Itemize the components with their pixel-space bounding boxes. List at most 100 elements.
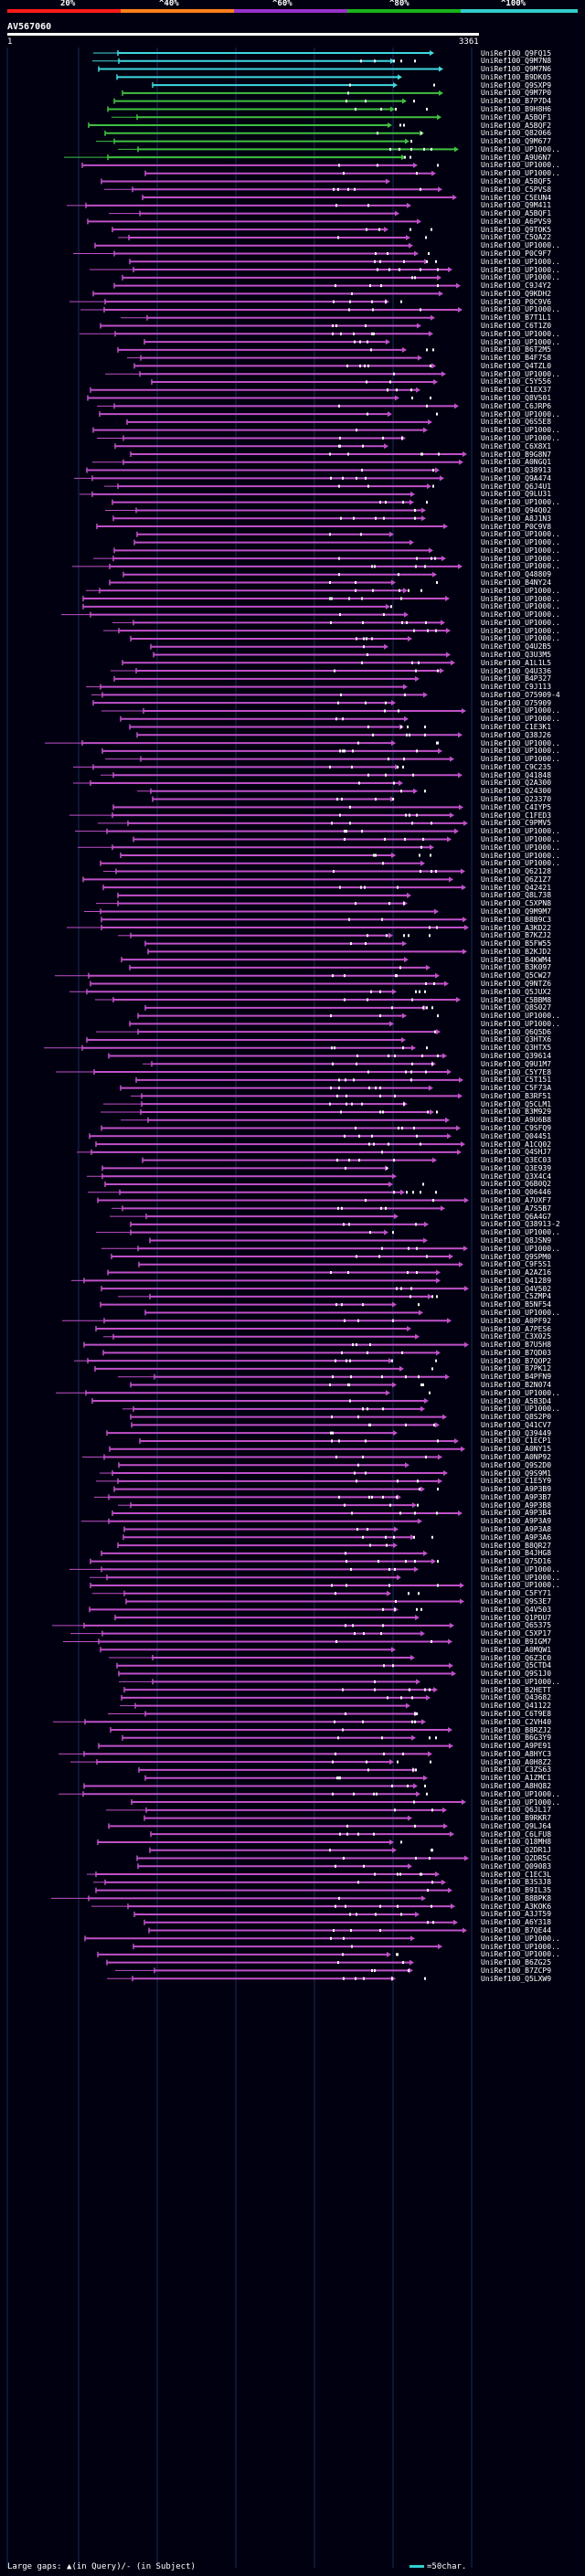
hit-label[interactable]: UniRef100_C5XPN8: [481, 899, 552, 908]
hit-label[interactable]: UniRef100_UP1000..: [481, 329, 560, 338]
hit-label[interactable]: UniRef100_C5F73A: [481, 1084, 552, 1093]
hit-label[interactable]: UniRef100_Q2A300: [481, 779, 552, 788]
hit-label[interactable]: UniRef100_Q9M7P0: [481, 89, 552, 98]
hit-label[interactable]: UniRef100_B8RZJ2: [481, 1725, 552, 1734]
hit-label[interactable]: UniRef100_UP1000..: [481, 1677, 560, 1686]
hit-label[interactable]: UniRef100_C1EC3L: [481, 1870, 552, 1879]
hit-label[interactable]: UniRef100_UP1000..: [481, 610, 560, 620]
hit-label[interactable]: UniRef100_UP1000..: [481, 1581, 560, 1590]
hit-label[interactable]: UniRef100_UP1000..: [481, 144, 560, 154]
hit-label[interactable]: UniRef100_UP1000..: [481, 1244, 560, 1253]
hit-label[interactable]: UniRef100_Q18MH8: [481, 1838, 552, 1847]
hit-label[interactable]: UniRef100_B7P7D4: [481, 97, 552, 106]
hit-label[interactable]: UniRef100_C4IYP5: [481, 802, 552, 811]
hit-label[interactable]: UniRef100_A5BQF2: [481, 121, 552, 130]
hit-label[interactable]: UniRef100_A0NGQ1: [481, 458, 552, 467]
hit-label[interactable]: UniRef100_Q41289: [481, 1276, 552, 1285]
hit-label[interactable]: UniRef100_Q9FQ15: [481, 48, 552, 58]
hit-label[interactable]: UniRef100_B8BPK8: [481, 1893, 552, 1903]
hit-label[interactable]: UniRef100_C9F5S1: [481, 1260, 552, 1269]
hit-label[interactable]: UniRef100_Q9S2D0: [481, 1460, 552, 1469]
hit-label[interactable]: UniRef100_Q39614: [481, 1052, 552, 1060]
hit-label[interactable]: UniRef100_UP1000..: [481, 161, 560, 170]
hit-label[interactable]: UniRef100_Q9KDH2: [481, 289, 552, 298]
hit-label[interactable]: UniRef100_UP1000..: [481, 1789, 560, 1798]
hit-label[interactable]: UniRef100_Q6Q5D6: [481, 1027, 552, 1036]
hit-label[interactable]: UniRef100_B4KWM4: [481, 955, 552, 964]
hit-label[interactable]: UniRef100_C6X8X1: [481, 441, 552, 451]
hit-label[interactable]: UniRef100_UP1000..: [481, 859, 560, 868]
hit-label[interactable]: UniRef100_UP1000..: [481, 538, 560, 547]
hit-label[interactable]: UniRef100_C5T151: [481, 1076, 552, 1085]
hit-label[interactable]: UniRef100_P0C9F7: [481, 249, 552, 258]
hit-label[interactable]: UniRef100_C5ZMP4: [481, 1292, 552, 1301]
hit-label[interactable]: UniRef100_Q43682: [481, 1693, 552, 1702]
hit-label[interactable]: UniRef100_Q1PDU7: [481, 1613, 552, 1622]
hit-label[interactable]: UniRef100_C3ZS63: [481, 1765, 552, 1775]
hit-label[interactable]: UniRef100_A9U6N7: [481, 153, 552, 162]
hit-label[interactable]: UniRef100_Q23370: [481, 795, 552, 804]
hit-label[interactable]: UniRef100_A7UXF7: [481, 1196, 552, 1205]
hit-label[interactable]: UniRef100_B8B9C3: [481, 915, 552, 924]
hit-label[interactable]: UniRef100_UP1000..: [481, 618, 560, 627]
hit-label[interactable]: UniRef100_B9RKR7: [481, 1814, 552, 1823]
hit-label[interactable]: UniRef100_A9P3A8: [481, 1525, 552, 1534]
hit-label[interactable]: UniRef100_B7KZJ2: [481, 931, 552, 940]
hit-label[interactable]: UniRef100_B3K097: [481, 963, 552, 972]
hit-label[interactable]: UniRef100_UP1000..: [481, 305, 560, 314]
hit-label[interactable]: UniRef100_Q4U2B5: [481, 642, 552, 652]
hit-label[interactable]: UniRef100_C5BBM8: [481, 995, 552, 1004]
hit-label[interactable]: UniRef100_Q9M7N6: [481, 65, 552, 74]
hit-label[interactable]: UniRef100_B2KJD2: [481, 947, 552, 956]
hit-label[interactable]: UniRef100_B3M929: [481, 1108, 552, 1117]
hit-label[interactable]: UniRef100_Q5LXW9: [481, 1974, 552, 1983]
hit-label[interactable]: UniRef100_A9P3B7: [481, 1492, 552, 1501]
hit-label[interactable]: UniRef100_Q8V501: [481, 394, 552, 403]
hit-label[interactable]: UniRef100_B2HETT: [481, 1685, 552, 1694]
hit-label[interactable]: UniRef100_Q4SHJ7: [481, 1148, 552, 1157]
hit-label[interactable]: UniRef100_Q9SXP9: [481, 80, 552, 90]
hit-label[interactable]: UniRef100_B5NF54: [481, 1300, 552, 1309]
hit-label[interactable]: UniRef100_Q9M9M7: [481, 906, 552, 916]
hit-label[interactable]: UniRef100_A9P3A6: [481, 1532, 552, 1542]
hit-label[interactable]: UniRef100_Q6A4G7: [481, 1212, 552, 1221]
hit-label[interactable]: UniRef100_Q4U336: [481, 666, 552, 675]
hit-label[interactable]: UniRef100_Q9NTZ6: [481, 979, 552, 988]
hit-label[interactable]: UniRef100_C9SFQ9: [481, 1124, 552, 1133]
hit-label[interactable]: UniRef100_UP1000..: [481, 843, 560, 852]
hit-label[interactable]: UniRef100_C6T9E8: [481, 1709, 552, 1718]
hit-label[interactable]: UniRef100_UP1000..: [481, 586, 560, 595]
hit-label[interactable]: UniRef100_Q8L738: [481, 891, 552, 900]
hit-label[interactable]: UniRef100_A9P3B4: [481, 1509, 552, 1518]
hit-label[interactable]: UniRef100_Q9S9M1: [481, 1468, 552, 1478]
hit-label[interactable]: UniRef100_UP1000..: [481, 755, 560, 764]
hit-label[interactable]: UniRef100_Q6B0Q2: [481, 1180, 552, 1189]
hit-label[interactable]: UniRef100_Q8S2P0: [481, 1413, 552, 1422]
hit-label[interactable]: UniRef100_B4NY24: [481, 578, 552, 587]
hit-label[interactable]: UniRef100_Q3EC03: [481, 1156, 552, 1165]
hit-label[interactable]: UniRef100_C2VH40: [481, 1717, 552, 1726]
hit-label[interactable]: UniRef100_Q5JUX2: [481, 987, 552, 996]
hit-label[interactable]: UniRef100_A0PF92: [481, 1316, 552, 1325]
hit-label[interactable]: UniRef100_A0NP92: [481, 1453, 552, 1461]
hit-label[interactable]: UniRef100_B7PK12: [481, 1364, 552, 1373]
hit-label[interactable]: UniRef100_UP1000..: [481, 602, 560, 611]
hit-label[interactable]: UniRef100_C5EUN4: [481, 193, 552, 202]
hit-label[interactable]: UniRef100_C6LFU8: [481, 1829, 552, 1839]
hit-label[interactable]: UniRef100_B9G8N7: [481, 450, 552, 459]
hit-label[interactable]: UniRef100_C5QA22: [481, 233, 552, 242]
hit-label[interactable]: UniRef100_Q9A474: [481, 473, 552, 482]
hit-label[interactable]: UniRef100_Q9TOK5: [481, 225, 552, 234]
hit-label[interactable]: UniRef100_UP1000..: [481, 634, 560, 643]
hit-label[interactable]: UniRef100_B9DK05: [481, 72, 552, 81]
hit-label[interactable]: UniRef100_Q5CW27: [481, 971, 552, 981]
hit-label[interactable]: UniRef100_UP1000..: [481, 1228, 560, 1237]
hit-label[interactable]: UniRef100_Q9M411: [481, 201, 552, 210]
hit-label[interactable]: UniRef100_C3X025: [481, 1332, 552, 1341]
hit-label[interactable]: UniRef100_UP1000..: [481, 1405, 560, 1414]
hit-label[interactable]: UniRef100_C9J4Y2: [481, 281, 552, 291]
hit-label[interactable]: UniRef100_A9PE91: [481, 1742, 552, 1751]
hit-label[interactable]: UniRef100_UP1000..: [481, 1797, 560, 1807]
hit-label[interactable]: UniRef100_Q9M7N8: [481, 57, 552, 66]
hit-label[interactable]: UniRef100_B4PFN9: [481, 1373, 552, 1382]
